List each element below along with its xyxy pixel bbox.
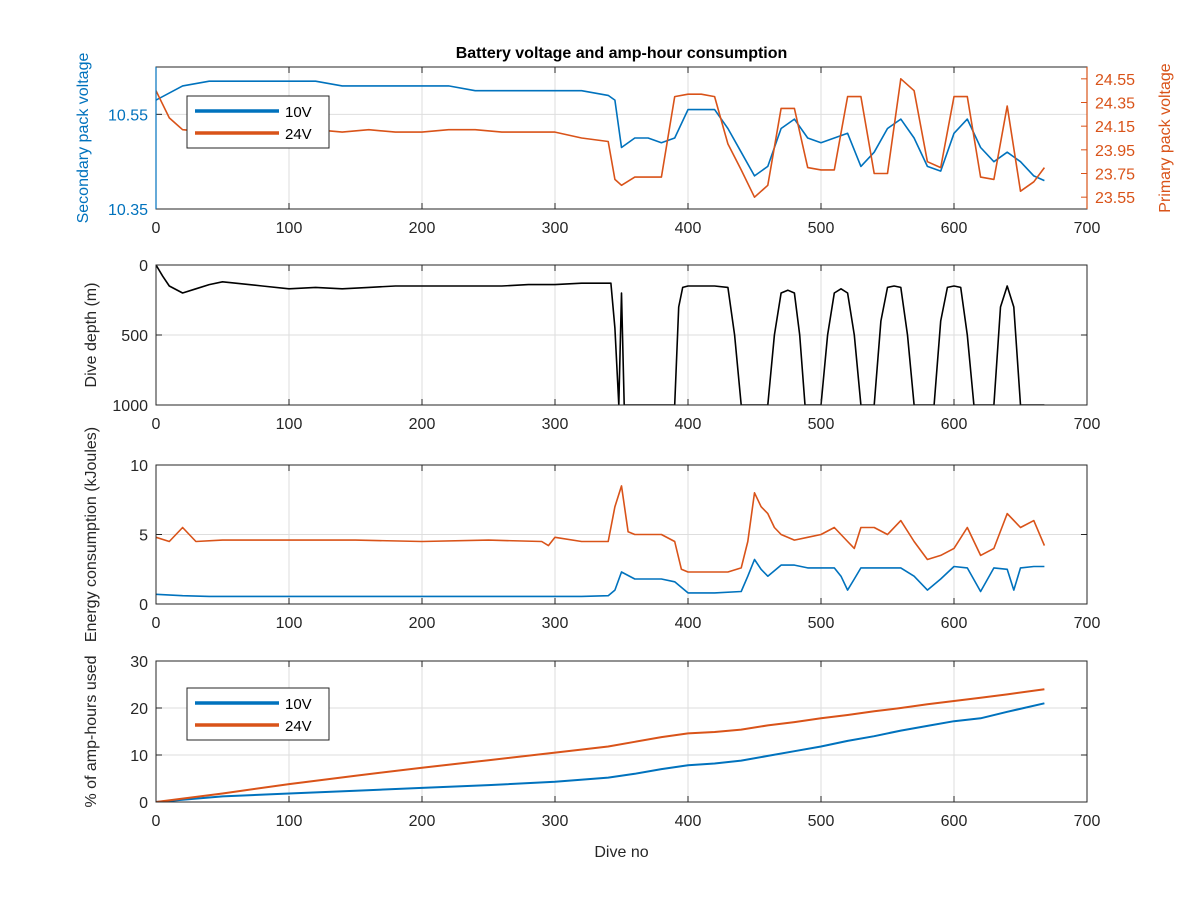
y-tick-label: 30 <box>130 654 148 671</box>
legend-box <box>186 95 330 149</box>
series-line-24v <box>156 485 1046 573</box>
series-line-24v <box>156 688 1045 802</box>
y-tick-label: 10 <box>130 748 148 765</box>
chart-energy: 0 100 200 300 400 500 600 700 0 5 10 Energy consump… <box>83 427 1100 642</box>
x-tick-label: 0 <box>152 416 161 433</box>
legend-label-10v: 10V <box>285 696 312 713</box>
y-right-tick-label: 23.75 <box>1095 167 1135 184</box>
x-tick-label: 600 <box>941 813 968 830</box>
y-tick-label: 5 <box>139 528 148 545</box>
x-tick-label: 200 <box>409 220 436 237</box>
x-tick-label: 700 <box>1074 615 1101 632</box>
legend-label-24v: 24V <box>285 126 312 143</box>
y-tick-label: 0 <box>139 258 148 275</box>
x-tick-label: 600 <box>941 220 968 237</box>
y-axis-label-right: Primary pack voltage <box>1157 63 1174 212</box>
x-tick-label: 0 <box>152 220 161 237</box>
x-tick-label: 200 <box>409 813 436 830</box>
x-tick-label: 100 <box>276 220 303 237</box>
y-tick-label: 10.55 <box>108 107 148 124</box>
legend-box <box>186 687 330 741</box>
legend-label-10v: 10V <box>285 104 312 121</box>
y-tick-label: 10.35 <box>108 202 148 219</box>
y-right-tick-label: 24.15 <box>1095 119 1135 136</box>
x-tick-label: 0 <box>152 813 161 830</box>
axes-frame <box>155 660 1088 803</box>
x-tick-label: 200 <box>409 416 436 433</box>
y-tick-label: 500 <box>121 328 148 345</box>
y-tick-label: 0 <box>139 795 148 812</box>
y-axis-label: Energy consumption (kJoules) <box>83 427 100 642</box>
series-line-depth <box>156 265 1045 405</box>
chart-amphours: 0 100 200 300 400 500 600 700 0 10 20 30 % of amp-ho… <box>83 654 1100 861</box>
series-line-10v <box>156 558 1045 598</box>
chart-title: Battery voltage and amp-hour consumption <box>456 45 788 62</box>
series-line-10v <box>156 702 1045 802</box>
x-axis-label: Dive no <box>594 844 648 861</box>
y-axis-label: Secondary pack voltage <box>75 53 92 224</box>
y-tick-label: 0 <box>139 597 148 614</box>
chart-depth: 0 100 200 300 400 500 600 700 0 500 1000 Dive depth… <box>83 258 1100 433</box>
x-tick-label: 100 <box>276 416 303 433</box>
x-tick-label: 300 <box>542 615 569 632</box>
y-axis-label: Dive depth (m) <box>83 283 100 388</box>
x-tick-label: 500 <box>808 416 835 433</box>
y-tick-label: 1000 <box>112 398 148 415</box>
y-axis-label: % of amp-hours used <box>83 655 100 807</box>
y-right-tick-label: 23.95 <box>1095 143 1135 160</box>
x-tick-label: 700 <box>1074 813 1101 830</box>
y-tick-label: 10 <box>130 458 148 475</box>
x-tick-label: 400 <box>675 220 702 237</box>
y-right-tick-label: 24.55 <box>1095 72 1135 89</box>
x-tick-label: 700 <box>1074 220 1101 237</box>
x-tick-label: 400 <box>675 813 702 830</box>
x-tick-label: 400 <box>675 615 702 632</box>
x-tick-label: 100 <box>276 615 303 632</box>
x-tick-label: 500 <box>808 615 835 632</box>
x-tick-label: 600 <box>941 615 968 632</box>
x-tick-label: 100 <box>276 813 303 830</box>
y-tick-label: 20 <box>130 701 148 718</box>
x-tick-label: 0 <box>152 615 161 632</box>
x-tick-label: 300 <box>542 813 569 830</box>
x-tick-label: 200 <box>409 615 436 632</box>
legend-label-24v: 24V <box>285 718 312 735</box>
series-line-10v <box>156 80 1045 182</box>
y-right-tick-label: 24.35 <box>1095 96 1135 113</box>
x-tick-label: 500 <box>808 813 835 830</box>
x-tick-label: 300 <box>542 416 569 433</box>
x-tick-label: 600 <box>941 416 968 433</box>
y-right-tick-label: 23.55 <box>1095 190 1135 207</box>
x-tick-label: 500 <box>808 220 835 237</box>
chart-voltage: 0 100 200 300 400 500 600 700 10.35 10.55 23.55 23.… <box>75 45 1174 237</box>
x-tick-label: 300 <box>542 220 569 237</box>
x-tick-label: 700 <box>1074 416 1101 433</box>
x-tick-label: 400 <box>675 416 702 433</box>
